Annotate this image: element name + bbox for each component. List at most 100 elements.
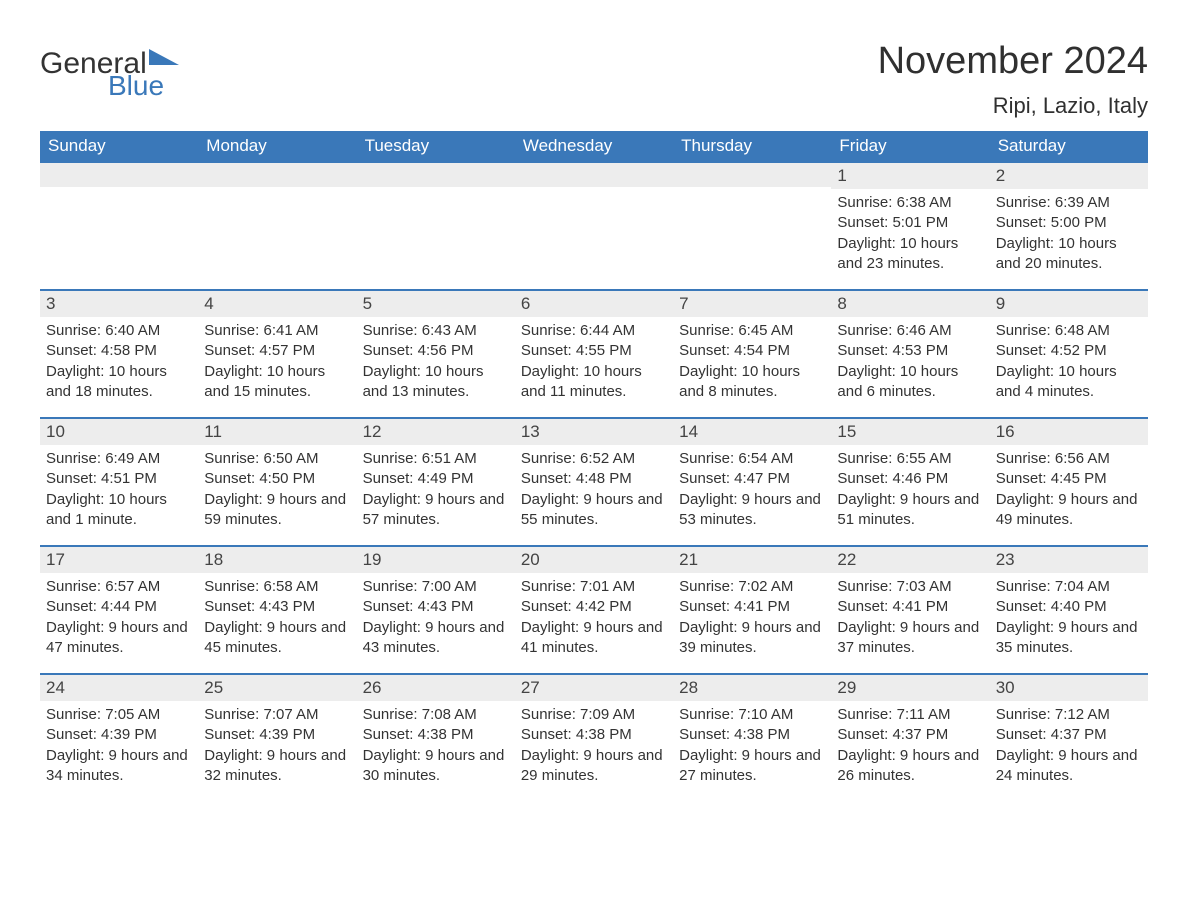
day-info: Sunrise: 6:39 AMSunset: 5:00 PMDaylight:… (990, 189, 1148, 276)
sunset-line: Sunset: 4:37 PM (996, 726, 1107, 743)
calendar-day-cell: 15Sunrise: 6:55 AMSunset: 4:46 PMDayligh… (831, 417, 989, 545)
calendar-day-cell: 13Sunrise: 6:52 AMSunset: 4:48 PMDayligh… (515, 417, 673, 545)
sunrise-line: Sunrise: 7:11 AM (837, 706, 950, 723)
sunset-line: Sunset: 4:39 PM (204, 726, 315, 743)
sunrise-line: Sunrise: 6:56 AM (996, 450, 1110, 467)
day-info: Sunrise: 7:02 AMSunset: 4:41 PMDaylight:… (673, 573, 831, 660)
sunset-line: Sunset: 5:01 PM (837, 214, 948, 231)
day-info: Sunrise: 6:58 AMSunset: 4:43 PMDaylight:… (198, 573, 356, 660)
day-number: 3 (40, 289, 198, 317)
calendar-day-cell (515, 161, 673, 289)
weekday-header: Friday (831, 131, 989, 161)
calendar-day-cell: 24Sunrise: 7:05 AMSunset: 4:39 PMDayligh… (40, 673, 198, 801)
calendar-day-cell: 6Sunrise: 6:44 AMSunset: 4:55 PMDaylight… (515, 289, 673, 417)
day-info: Sunrise: 6:44 AMSunset: 4:55 PMDaylight:… (515, 317, 673, 404)
calendar-week-row: 24Sunrise: 7:05 AMSunset: 4:39 PMDayligh… (40, 673, 1148, 801)
day-number: 17 (40, 545, 198, 573)
location: Ripi, Lazio, Italy (878, 93, 1148, 119)
sunset-line: Sunset: 4:43 PM (363, 598, 474, 615)
title-block: November 2024 Ripi, Lazio, Italy (878, 30, 1148, 127)
calendar-day-cell: 1Sunrise: 6:38 AMSunset: 5:01 PMDaylight… (831, 161, 989, 289)
calendar-table: SundayMondayTuesdayWednesdayThursdayFrid… (40, 131, 1148, 801)
day-number: 22 (831, 545, 989, 573)
sunset-line: Sunset: 4:55 PM (521, 342, 632, 359)
sunset-line: Sunset: 4:52 PM (996, 342, 1107, 359)
day-number: 9 (990, 289, 1148, 317)
calendar-day-cell: 12Sunrise: 6:51 AMSunset: 4:49 PMDayligh… (357, 417, 515, 545)
daylight-line: Daylight: 10 hours and 6 minutes. (837, 363, 958, 400)
day-number: 10 (40, 417, 198, 445)
calendar-day-cell: 22Sunrise: 7:03 AMSunset: 4:41 PMDayligh… (831, 545, 989, 673)
day-info: Sunrise: 6:38 AMSunset: 5:01 PMDaylight:… (831, 189, 989, 276)
day-number: 11 (198, 417, 356, 445)
month-title: November 2024 (878, 40, 1148, 83)
daylight-line: Daylight: 9 hours and 47 minutes. (46, 619, 188, 656)
calendar-day-cell: 23Sunrise: 7:04 AMSunset: 4:40 PMDayligh… (990, 545, 1148, 673)
day-info: Sunrise: 6:45 AMSunset: 4:54 PMDaylight:… (673, 317, 831, 404)
sunrise-line: Sunrise: 6:54 AM (679, 450, 793, 467)
daylight-line: Daylight: 10 hours and 23 minutes. (837, 235, 958, 272)
sunrise-line: Sunrise: 7:12 AM (996, 706, 1110, 723)
day-info: Sunrise: 7:12 AMSunset: 4:37 PMDaylight:… (990, 701, 1148, 788)
sunrise-line: Sunrise: 7:04 AM (996, 578, 1110, 595)
calendar-week-row: 3Sunrise: 6:40 AMSunset: 4:58 PMDaylight… (40, 289, 1148, 417)
daylight-line: Daylight: 9 hours and 43 minutes. (363, 619, 505, 656)
day-info: Sunrise: 7:09 AMSunset: 4:38 PMDaylight:… (515, 701, 673, 788)
sunset-line: Sunset: 4:54 PM (679, 342, 790, 359)
day-info: Sunrise: 6:54 AM Sunset: 4:47 PM Daylight:… (673, 445, 831, 532)
daylight-line: Daylight: 9 hours and 55 minutes. (521, 491, 663, 528)
day-number: 27 (515, 673, 673, 701)
sunset-line: Sunset: 4:43 PM (204, 598, 315, 615)
sunrise-line: Sunrise: 6:55 AM (837, 450, 951, 467)
sunset-line: Sunset: 5:00 PM (996, 214, 1107, 231)
sunset-line: Sunset: 4:56 PM (363, 342, 474, 359)
calendar-day-cell: 21Sunrise: 7:02 AMSunset: 4:41 PMDayligh… (673, 545, 831, 673)
empty-day-header (198, 161, 356, 187)
daylight-line: Daylight: 9 hours and 49 minutes. (996, 491, 1138, 528)
empty-day-header (357, 161, 515, 187)
day-number: 13 (515, 417, 673, 445)
day-info: Sunrise: 6:41 AMSunset: 4:57 PMDaylight:… (198, 317, 356, 404)
daylight-line: Daylight: 9 hours and 57 minutes. (363, 491, 505, 528)
weekday-header: Saturday (990, 131, 1148, 161)
day-info: Sunrise: 6:56 AMSunset: 4:45 PMDaylight:… (990, 445, 1148, 532)
sunset-line: Sunset: 4:38 PM (521, 726, 632, 743)
daylight-line: Daylight: 9 hours and 26 minutes. (837, 747, 979, 784)
day-info: Sunrise: 6:49 AMSunset: 4:51 PMDaylight:… (40, 445, 198, 532)
day-number: 30 (990, 673, 1148, 701)
sunset-line: Sunset: 4:44 PM (46, 598, 157, 615)
day-info: Sunrise: 7:10 AMSunset: 4:38 PMDaylight:… (673, 701, 831, 788)
day-number: 19 (357, 545, 515, 573)
daylight-line: Daylight: 10 hours and 20 minutes. (996, 235, 1117, 272)
sunrise-line: Sunrise: 6:57 AM (46, 578, 160, 595)
calendar-day-cell (673, 161, 831, 289)
sunset-line: Sunset: 4:47 PM (679, 470, 790, 487)
daylight-line: Daylight: 10 hours and 15 minutes. (204, 363, 325, 400)
sunset-line: Sunset: 4:42 PM (521, 598, 632, 615)
sunset-line: Sunset: 4:51 PM (46, 470, 157, 487)
calendar-day-cell: 25Sunrise: 7:07 AMSunset: 4:39 PMDayligh… (198, 673, 356, 801)
sunrise-line: Sunrise: 6:49 AM (46, 450, 160, 467)
sunrise-line: Sunrise: 7:10 AM (679, 706, 793, 723)
sunrise-line: Sunrise: 6:43 AM (363, 322, 477, 339)
day-number: 28 (673, 673, 831, 701)
weekday-header: Monday (198, 131, 356, 161)
day-number: 26 (357, 673, 515, 701)
calendar-day-cell: 11Sunrise: 6:50 AMSunset: 4:50 PMDayligh… (198, 417, 356, 545)
day-info: Sunrise: 6:46 AMSunset: 4:53 PMDaylight:… (831, 317, 989, 404)
day-info: Sunrise: 6:48 AMSunset: 4:52 PMDaylight:… (990, 317, 1148, 404)
sunrise-line: Sunrise: 6:50 AM (204, 450, 318, 467)
sunrise-line: Sunrise: 6:58 AM (204, 578, 318, 595)
sunrise-line: Sunrise: 6:45 AM (679, 322, 793, 339)
logo-word2: Blue (108, 73, 183, 100)
daylight-line: Daylight: 9 hours and 35 minutes. (996, 619, 1138, 656)
day-info: Sunrise: 7:04 AMSunset: 4:40 PMDaylight:… (990, 573, 1148, 660)
day-number: 18 (198, 545, 356, 573)
calendar-day-cell (40, 161, 198, 289)
sunset-line: Sunset: 4:39 PM (46, 726, 157, 743)
daylight-line: Daylight: 9 hours and 53 minutes. (679, 491, 821, 528)
sunset-line: Sunset: 4:41 PM (679, 598, 790, 615)
day-number: 7 (673, 289, 831, 317)
daylight-line: Daylight: 10 hours and 18 minutes. (46, 363, 167, 400)
day-info: Sunrise: 7:01 AMSunset: 4:42 PMDaylight:… (515, 573, 673, 660)
